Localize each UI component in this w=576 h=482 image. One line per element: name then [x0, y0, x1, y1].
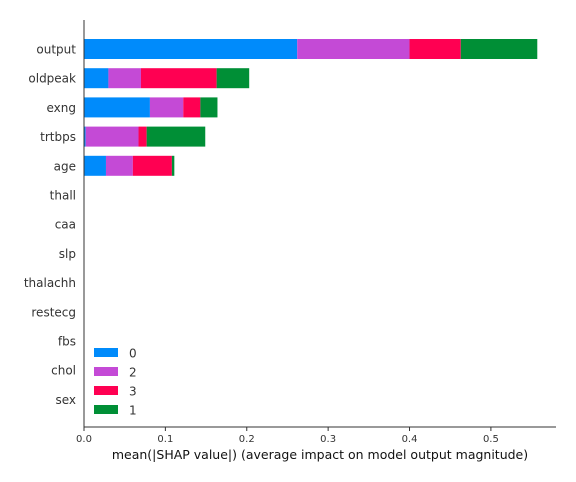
- y-tick-label-exng: exng: [47, 101, 77, 115]
- x-axis-label: mean(|SHAP value|) (average impact on mo…: [112, 447, 528, 462]
- bar-age-class-0: [84, 155, 106, 176]
- x-tick-label-0.5: 0.5: [483, 434, 499, 445]
- bar-exng-class-3: [183, 97, 201, 118]
- y-tick-label-output: output: [36, 43, 76, 57]
- bar-exng-class-0: [84, 97, 150, 118]
- legend-label-0: 0: [129, 347, 137, 361]
- bar-age-class-1: [171, 155, 175, 176]
- x-tick-label-0.4: 0.4: [402, 434, 418, 445]
- legend-label-1: 1: [129, 404, 137, 418]
- legend-swatch-0: [94, 348, 118, 357]
- y-tick-label-caa: caa: [55, 218, 76, 232]
- bar-trtbps-class-3: [138, 126, 147, 147]
- x-tick-label-0.3: 0.3: [320, 434, 336, 445]
- bar-oldpeak-class-1: [216, 68, 250, 89]
- legend-label-2: 2: [129, 366, 137, 380]
- bar-oldpeak-class-2: [108, 68, 141, 89]
- bar-trtbps-class-2: [85, 126, 139, 147]
- legend-label-3: 3: [129, 385, 137, 399]
- y-tick-label-slp: slp: [59, 247, 76, 261]
- bar-output-class-0: [84, 39, 298, 59]
- y-tick-label-age: age: [54, 159, 76, 173]
- y-tick-label-restecg: restecg: [31, 305, 76, 319]
- legend-swatch-3: [94, 386, 118, 395]
- bar-output-class-3: [409, 39, 461, 59]
- bar-exng-class-1: [200, 97, 218, 118]
- x-tick-label-0.0: 0.0: [76, 434, 92, 445]
- x-tick-label-0.1: 0.1: [157, 434, 173, 445]
- legend-swatch-1: [94, 405, 118, 414]
- bar-oldpeak-class-3: [140, 68, 217, 89]
- bar-output-class-1: [460, 39, 538, 59]
- x-ticks: 0.0 0.1 0.2 0.3 0.4 0.5: [76, 427, 499, 445]
- bar-age-class-3: [132, 155, 172, 176]
- y-tick-label-oldpeak: oldpeak: [28, 72, 76, 86]
- bars-layer: [84, 39, 538, 176]
- bar-trtbps-class-0: [84, 126, 86, 147]
- legend: 0 2 3 1: [94, 347, 137, 418]
- y-tick-label-fbs: fbs: [58, 335, 76, 349]
- y-tick-labels: output oldpeak exng trtbps age thall caa slp tha…: [24, 43, 76, 407]
- y-tick-label-chol: chol: [51, 364, 76, 378]
- legend-swatch-2: [94, 367, 118, 376]
- y-tick-label-thalachh: thalachh: [24, 276, 76, 290]
- y-tick-label-trtbps: trtbps: [40, 130, 76, 144]
- bar-trtbps-class-1: [146, 126, 206, 147]
- x-tick-label-0.2: 0.2: [239, 434, 255, 445]
- bar-oldpeak-class-0: [84, 68, 109, 89]
- bar-exng-class-2: [149, 97, 184, 118]
- y-tick-label-thall: thall: [50, 189, 76, 203]
- bar-output-class-2: [297, 39, 410, 59]
- axes-layer: [83, 20, 556, 428]
- bar-age-class-2: [105, 155, 133, 176]
- y-tick-label-sex: sex: [55, 393, 76, 407]
